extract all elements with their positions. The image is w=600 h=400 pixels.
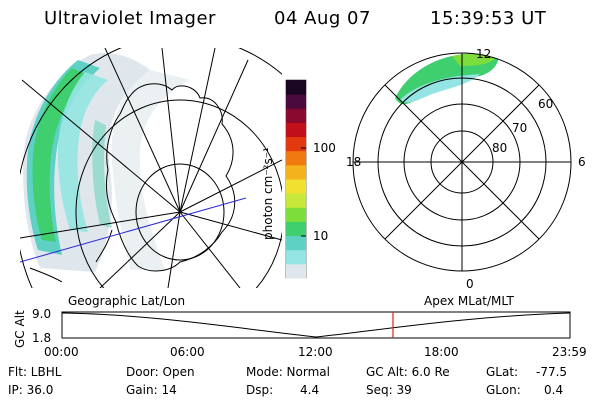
mlat-label-70: 70: [512, 121, 528, 135]
colorbar-cell: [286, 193, 306, 208]
coastline: [105, 83, 236, 272]
observation-date: 04 Aug 07: [274, 8, 371, 29]
colorbar: [285, 79, 307, 279]
colorbar-cell: [286, 221, 306, 237]
timeline-xtick-1200: 12:00: [298, 345, 333, 359]
mlt-label-12: 12: [476, 47, 492, 61]
ip-value: IP: 36.0: [8, 383, 54, 397]
mlat-label-80: 80: [492, 141, 508, 155]
colorbar-cell: [286, 179, 306, 194]
colorbar-cell: [286, 164, 306, 180]
instrument-title: Ultraviolet Imager: [44, 8, 216, 29]
gc-alt-value: GC Alt: 6.0 Re: [366, 365, 450, 379]
polar-plot-icon: [352, 52, 572, 272]
altitude-timeline: [61, 311, 571, 339]
timeline-xtick-2359: 23:59: [552, 345, 587, 359]
auroral-band-green: [32, 68, 88, 242]
timeline-xtick-0600: 06:00: [170, 345, 205, 359]
colorbar-unit: photon cm⁻²s⁻¹: [261, 147, 275, 240]
dsp-value: 4.4: [300, 383, 320, 397]
colorbar-cell: [286, 207, 306, 222]
polar-auroral-edge: [400, 74, 480, 103]
colorbar-cell: [286, 108, 306, 123]
glat-label: GLat:: [486, 365, 519, 379]
timeline-ylabel: GC Alt: [13, 310, 27, 348]
auroral-band-light: [57, 72, 108, 232]
colorbar-label-10: 10: [313, 229, 329, 243]
observation-time: 15:39:53 UT: [430, 8, 547, 29]
mlat-label-60: 60: [538, 97, 554, 111]
auroral-band-inner: [92, 120, 112, 228]
timeline-ytick-high: 9.0: [32, 307, 52, 321]
timeline-ytick-low: 1.8: [32, 331, 52, 345]
colorbar-cell: [286, 150, 306, 166]
gain-value: Gain: 14: [126, 383, 177, 397]
glon-value: 0.4: [544, 383, 564, 397]
colorbar-cells: [286, 80, 306, 279]
peninsula-coast: [95, 229, 113, 263]
apex-caption: Apex MLat/MLT: [424, 294, 514, 308]
south-america-coast: [29, 267, 63, 283]
colorbar-cell: [286, 249, 306, 265]
seq-value: Seq: 39: [366, 383, 412, 397]
door-value: Door: Open: [126, 365, 195, 379]
altitude-curve: [61, 312, 571, 338]
timeline-xtick-0000: 00:00: [44, 345, 79, 359]
colorbar-cell: [286, 136, 306, 152]
terminator-line: [20, 197, 247, 263]
mlt-label-6: 6: [578, 155, 586, 169]
glat-value: -77.5: [536, 365, 568, 379]
mlt-label-0: 0: [466, 277, 474, 291]
latlon-grid: [20, 48, 282, 288]
glon-label: GLon:: [486, 383, 521, 397]
geographic-map-icon: [20, 48, 282, 288]
geographic-caption: Geographic Lat/Lon: [68, 294, 186, 308]
colorbar-cell: [286, 263, 306, 279]
colorbar-label-100: 100: [313, 141, 336, 155]
mlt-label-18: 18: [346, 155, 362, 169]
colorbar-cell: [286, 122, 306, 138]
dsp-label: Dsp:: [246, 383, 274, 397]
colorbar-cell: [286, 94, 306, 109]
colorbar-cell: [286, 80, 306, 95]
mode-value: Mode: Normal: [246, 365, 330, 379]
polar-diagonal-b: [384, 84, 540, 240]
colorbar-cell: [286, 235, 306, 251]
filter-value: Flt: LBHL: [8, 365, 62, 379]
timeline-xtick-1800: 18:00: [424, 345, 459, 359]
